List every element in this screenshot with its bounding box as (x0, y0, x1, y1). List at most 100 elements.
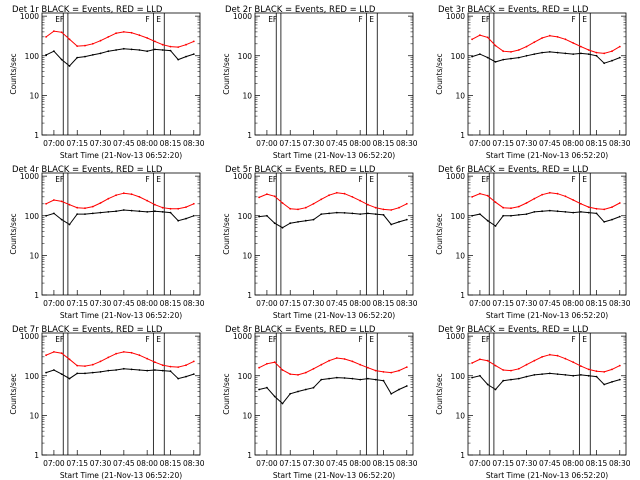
data-point (107, 369, 110, 372)
data-point (382, 214, 385, 216)
data-point (185, 375, 187, 378)
y-tick-label: 1000 (446, 172, 465, 181)
data-point (161, 369, 164, 372)
x-tick-label: 08:00 (562, 139, 584, 148)
data-point (115, 352, 117, 355)
marker-label: F (571, 175, 575, 184)
data-point (107, 36, 110, 38)
y-tick-label: 100 (238, 212, 253, 221)
data-point (390, 392, 393, 395)
data-point (138, 210, 141, 213)
data-point (154, 361, 156, 364)
data-point (398, 221, 400, 223)
x-tick-label: 07:15 (492, 139, 514, 148)
x-tick-label: 07:30 (516, 299, 538, 308)
x-tick-label: 08:00 (349, 299, 371, 308)
data-point (580, 45, 582, 48)
x-tick-label: 07:30 (303, 139, 325, 148)
marker-label: E (268, 15, 273, 24)
data-point (525, 375, 528, 378)
detector-panel: Det 9r BLACK = Events, RED = LLD 1 10 100 10… (435, 325, 631, 480)
data-point (138, 49, 141, 51)
data-point (359, 378, 362, 381)
y-tick-label: 100 (451, 212, 466, 221)
data-point (60, 31, 63, 34)
data-point (618, 364, 621, 367)
data-point (548, 34, 551, 37)
data-point (91, 212, 94, 215)
data-point (60, 218, 63, 221)
data-point (146, 199, 149, 202)
x-axis-label: Start Time (21-Nov-13 06:52:20) (486, 471, 608, 480)
x-tick-label: 07:00 (43, 299, 65, 308)
data-point (405, 385, 408, 387)
data-point (115, 32, 117, 35)
data-point (541, 193, 543, 196)
data-point (60, 352, 63, 355)
data-point (273, 222, 276, 225)
x-tick-label: 07:45 (113, 299, 135, 308)
data-point (91, 371, 94, 374)
x-tick-label: 08:30 (183, 299, 205, 308)
data-point (107, 356, 110, 359)
x-tick-label: 07:30 (303, 459, 325, 468)
data-point (53, 50, 55, 53)
data-point (273, 195, 276, 198)
data-point (91, 42, 94, 45)
marker-label: E (55, 175, 60, 184)
data-point (533, 41, 536, 44)
data-point (138, 34, 141, 37)
data-point (548, 353, 551, 356)
data-point (130, 48, 133, 51)
data-point (405, 218, 408, 221)
data-point (351, 360, 354, 363)
data-point (146, 369, 149, 372)
y-axis-label: Counts/sec (9, 373, 18, 414)
data-point (53, 199, 55, 201)
panel-title: Det 4r BLACK = Events, RED = LLD (12, 165, 163, 175)
x-axis-label: Start Time (21-Nov-13 06:52:20) (273, 311, 395, 320)
data-point (289, 207, 292, 210)
data-point (494, 201, 497, 204)
data-point (304, 206, 307, 209)
data-point (367, 203, 369, 206)
marker-label: F (145, 15, 149, 24)
data-point (115, 194, 117, 197)
data-point (502, 369, 505, 371)
x-tick-label: 07:30 (303, 299, 325, 308)
data-point (351, 377, 354, 380)
series-line (258, 192, 408, 211)
data-point (258, 388, 260, 391)
x-axis-label: Start Time (21-Nov-13 06:52:20) (60, 151, 182, 160)
data-point (328, 212, 330, 215)
data-point (564, 211, 567, 213)
data-point (517, 367, 520, 370)
data-point (471, 362, 473, 364)
series-line (258, 357, 408, 376)
data-point (328, 194, 330, 197)
y-tick-label: 1 (460, 291, 465, 300)
data-point (320, 363, 323, 366)
data-point (510, 51, 512, 53)
x-tick-label: 07:00 (256, 139, 278, 148)
series-line (471, 210, 620, 227)
data-point (320, 198, 323, 201)
data-point (177, 207, 180, 210)
data-point (374, 369, 377, 372)
data-point (564, 52, 567, 55)
data-point (192, 214, 195, 217)
data-point (312, 386, 315, 389)
panel-title: Det 3r BLACK = Events, RED = LLD (438, 5, 589, 15)
x-tick-label: 08:30 (609, 299, 631, 308)
data-point (154, 48, 156, 51)
data-point (595, 207, 598, 210)
x-tick-label: 08:15 (160, 459, 182, 468)
data-point (115, 49, 117, 51)
y-tick-label: 1000 (446, 12, 465, 21)
x-axis-label: Start Time (21-Nov-13 06:52:20) (486, 311, 608, 320)
series-line (471, 372, 620, 391)
data-point (45, 354, 47, 357)
data-point (494, 388, 497, 391)
data-point (572, 199, 575, 201)
x-tick-label: 07:00 (256, 299, 278, 308)
